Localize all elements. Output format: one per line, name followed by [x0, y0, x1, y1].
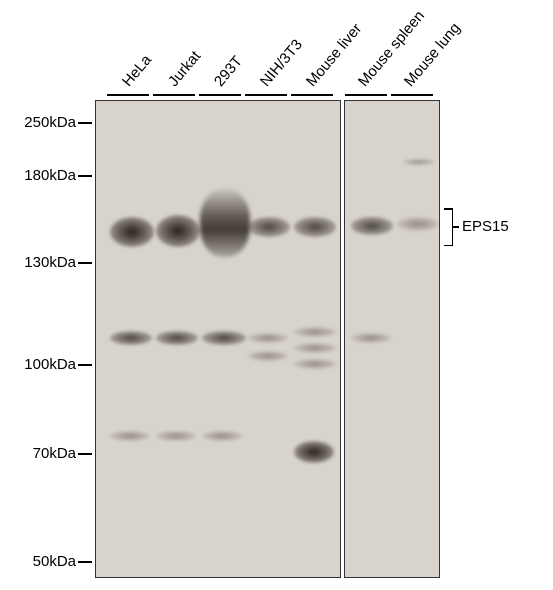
band [248, 217, 290, 237]
lane-label: HeLa [119, 52, 155, 90]
marker-tick [78, 561, 92, 563]
band [156, 331, 198, 345]
band [294, 327, 336, 337]
lane-label: NIH/3T3 [257, 36, 306, 90]
lane-underline [391, 94, 433, 96]
marker-label: 250kDa [16, 114, 76, 131]
marker-tick [78, 175, 92, 177]
lane-underline [199, 94, 241, 96]
lane-underline [153, 94, 195, 96]
marker-label: 70kDa [24, 445, 76, 462]
marker-tick [78, 453, 92, 455]
lane-underline [245, 94, 287, 96]
marker-label: 180kDa [16, 167, 76, 184]
marker-tick [78, 364, 92, 366]
band [110, 217, 154, 247]
band [351, 217, 393, 235]
band [397, 217, 439, 231]
band [351, 333, 391, 343]
band [294, 359, 336, 369]
band [248, 351, 288, 361]
lane-label: 293T [211, 53, 246, 90]
lane-underline [291, 94, 333, 96]
band [294, 217, 336, 237]
band [156, 431, 196, 441]
marker-label: 100kDa [16, 356, 76, 373]
lane-underline [345, 94, 387, 96]
marker-label: 130kDa [16, 254, 76, 271]
band [156, 215, 200, 247]
band-smear [200, 189, 250, 257]
target-protein-label: EPS15 [462, 218, 509, 235]
band [294, 343, 336, 353]
band [110, 331, 152, 345]
bracket-stem [453, 226, 459, 228]
blot-panel-2 [344, 100, 440, 578]
band [202, 431, 242, 441]
lane-underline [107, 94, 149, 96]
band [202, 331, 246, 345]
target-bracket [443, 208, 453, 246]
lane-label: Jurkat [165, 48, 204, 90]
marker-tick [78, 262, 92, 264]
band [294, 441, 334, 463]
marker-tick [78, 122, 92, 124]
band [403, 159, 435, 165]
band [110, 431, 150, 441]
marker-label: 50kDa [24, 553, 76, 570]
blot-figure: HeLa Jurkat 293T NIH/3T3 Mouse liver Mou… [0, 0, 553, 590]
blot-panel-1 [95, 100, 341, 578]
band [248, 333, 288, 343]
